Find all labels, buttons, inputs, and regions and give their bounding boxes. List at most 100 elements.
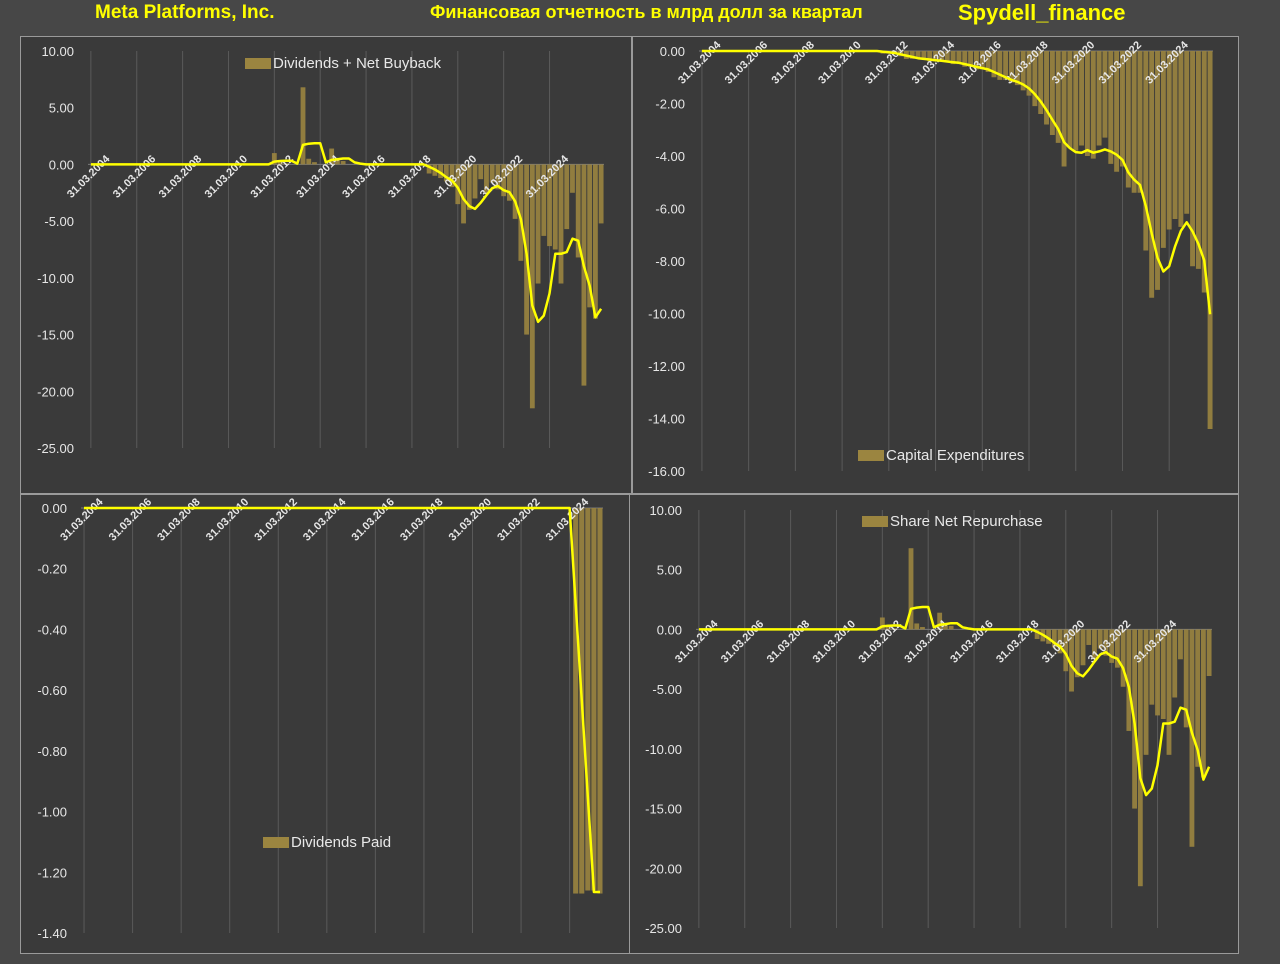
bar [573,508,579,894]
bar [329,148,335,165]
bar [506,164,512,201]
x-tick-label: 31.03.2016 [340,153,387,200]
bar [921,51,927,59]
bar [938,51,944,62]
bar [1183,629,1189,728]
bar [1046,629,1052,644]
bar [979,51,985,70]
bar [1086,629,1092,645]
chart-svg: 10.00 5.00 0.00 -5.00 -10.00 -15.00 -20.00 -25.… [645,503,1212,936]
y-tick-label: 5.00 [657,563,682,578]
x-tick-label: 31.03.2006 [719,618,766,665]
bar [1049,51,1055,135]
bar [592,164,598,319]
bar [1120,51,1125,167]
y-tick-label: 0.00 [42,501,67,516]
bar [461,164,466,224]
bar [908,548,914,630]
bar [443,164,449,182]
y-tick-label: -1.00 [37,805,67,820]
bar [334,159,340,165]
bar [956,51,962,65]
x-tick-label: 31.03.2010 [816,39,863,86]
bar [591,508,597,891]
y-tick-label: -25.00 [37,441,74,456]
bar [1114,629,1120,668]
bar [1079,51,1085,146]
trend-line [90,141,603,324]
x-tick-label: 31.03.2010 [204,496,251,543]
trend-line [701,49,1212,315]
bar [1092,629,1097,660]
bar [1009,51,1014,83]
bar [1090,51,1096,159]
bar [581,164,587,386]
x-tick-label: 31.03.2008 [155,496,202,543]
y-tick-label: -0.20 [37,562,67,577]
x-tick-label: 31.03.2012 [863,39,910,86]
y-tick-label: -16.00 [648,464,685,479]
bar [1032,51,1038,107]
bar [1178,629,1183,660]
chart-svg: 0.00 -0.20 -0.40 -0.60 -0.80 -1.00 -1.20 -1.40 3… [37,496,603,941]
bar [968,51,974,67]
x-tick-label: 31.03.2008 [770,39,817,86]
bar [1126,629,1132,731]
chart-svg: 10.00 5.00 0.00 -5.00 -10.00 -15.00 -20.00 -25.… [37,44,604,456]
bar [1166,51,1172,230]
bar [1149,629,1155,705]
y-tick-label: -0.40 [37,622,67,637]
bar [1190,51,1196,267]
chart-dividends-net-buyback: 10.00 5.00 0.00 -5.00 -10.00 -15.00 -20.00 -25.… [20,36,632,494]
trend-line [698,605,1211,797]
y-tick-label: -10.00 [37,271,74,286]
chart-dividends-paid: 0.00 -0.20 -0.40 -0.60 -0.80 -1.00 -1.20 -1.40 3… [20,494,630,954]
legend: Share Net Repurchase [862,513,1043,530]
chart-capital-expenditures: 0.00 -2.00 -4.00 -6.00 -8.00 -10.00 -12.00 -14.… [632,36,1239,494]
bar [1055,51,1061,143]
bar [466,164,472,210]
bar [1061,51,1067,167]
bar [587,164,593,308]
bar [1131,51,1137,193]
bar [1143,51,1149,251]
legend: Capital Expenditures [858,447,1024,464]
bar [312,162,317,165]
bar [535,164,541,284]
bar [1097,629,1103,649]
bar [1014,51,1020,86]
x-tick-label: 31.03.2024 [544,496,592,544]
bar [1051,629,1057,648]
y-tick-label: -10.00 [648,307,685,322]
y-tick-label: -8.00 [655,254,685,269]
chart-share-net-repurchase: 10.00 5.00 0.00 -5.00 -10.00 -15.00 -20.00 -25.… [629,494,1239,954]
x-tick-label: 31.03.2018 [994,618,1041,665]
x-tick-label: 31.03.2014 [301,496,349,544]
bar [1114,51,1120,172]
bar [306,158,312,165]
bar [541,164,547,236]
bar [1178,51,1184,227]
bar [1137,51,1143,193]
bar [1069,629,1074,692]
bar [449,164,455,188]
bar [1084,51,1090,156]
bar [1108,51,1114,164]
bar [985,51,991,72]
bar [1166,629,1172,755]
y-tick-label: -25.00 [645,921,682,936]
bar [933,51,939,62]
legend-label: Capital Expenditures [886,447,1025,464]
bar [1189,629,1195,847]
x-tick-label: 31.03.2018 [386,153,433,200]
y-tick-label: -20.00 [37,384,74,399]
report-subtitle: Финансовая отчетность в млрд долл за ква… [430,2,863,22]
bar [1057,629,1063,654]
bar [495,164,501,190]
bar [1067,51,1073,149]
bar [558,164,564,284]
bar [472,164,478,199]
trend-line [84,506,600,894]
bar [1200,629,1206,778]
x-tick-label: 31.03.2016 [350,496,397,543]
